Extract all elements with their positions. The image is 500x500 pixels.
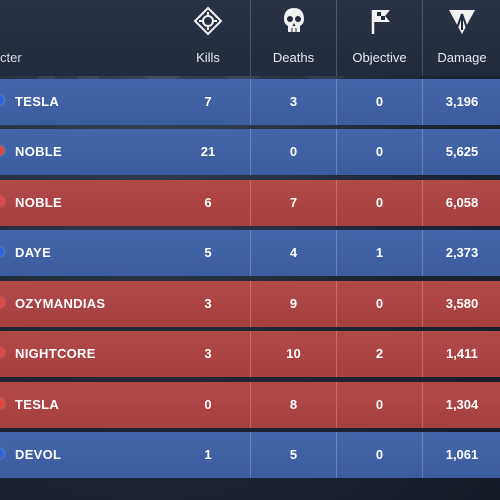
player-row[interactable]: NIGHTCORE 3 10 2 1,411 xyxy=(0,331,500,377)
damage-value: 2,373 xyxy=(422,230,500,276)
objective-value: 2 xyxy=(336,331,422,377)
objective-value: 0 xyxy=(336,129,422,175)
player-name: TESLA xyxy=(15,397,60,412)
kills-value: 7 xyxy=(204,94,212,109)
team-marker xyxy=(0,247,4,256)
player-name: DEVOL xyxy=(15,447,62,462)
deaths-value: 10 xyxy=(250,331,336,377)
damage-value: 1,061 xyxy=(422,432,500,478)
objective-value: 1 xyxy=(336,230,422,276)
scoreboard-header: cter Kills Deaths xyxy=(0,0,500,76)
kills-value: 3 xyxy=(204,346,212,361)
player-name: NIGHTCORE xyxy=(15,346,96,361)
team-marker xyxy=(0,399,4,408)
damage-column-header[interactable]: Damage xyxy=(422,0,500,76)
deaths-value: 9 xyxy=(250,281,336,327)
player-row[interactable]: NOBLE 21 0 0 5,625 xyxy=(0,129,500,175)
player-row[interactable]: DAYE 5 4 1 2,373 xyxy=(0,230,500,276)
damage-burst-icon xyxy=(449,10,475,34)
crosshair-icon xyxy=(193,6,223,36)
team-marker xyxy=(0,298,4,307)
kills-header-label: Kills xyxy=(196,50,220,65)
kills-value: 21 xyxy=(200,144,216,159)
damage-value: 1,304 xyxy=(422,382,500,428)
team-marker xyxy=(0,449,4,458)
deaths-value: 0 xyxy=(250,129,336,175)
kills-value: 1 xyxy=(204,447,212,462)
damage-header-label: Damage xyxy=(437,50,487,65)
player-row[interactable]: TESLA 7 3 0 3,196 xyxy=(0,79,500,125)
player-name: NOBLE xyxy=(15,195,62,210)
kills-value: 6 xyxy=(204,195,212,210)
player-name: OZYMANDIAS xyxy=(15,296,106,311)
objective-value: 0 xyxy=(336,180,422,226)
character-column-label: cter xyxy=(0,50,22,65)
deaths-value: 3 xyxy=(250,79,336,125)
kills-value: 0 xyxy=(204,397,212,412)
damage-value: 6,058 xyxy=(422,180,500,226)
damage-value: 3,580 xyxy=(422,281,500,327)
team-marker xyxy=(0,348,4,357)
player-row[interactable]: DEVOL 1 5 0 1,061 xyxy=(0,432,500,478)
player-row[interactable]: NOBLE 6 7 0 6,058 xyxy=(0,180,500,226)
deaths-value: 4 xyxy=(250,230,336,276)
player-name: NOBLE xyxy=(15,144,62,159)
team-marker xyxy=(0,146,4,155)
kills-value: 5 xyxy=(204,245,212,260)
team-marker xyxy=(0,197,4,206)
deaths-value: 7 xyxy=(250,180,336,226)
player-name: TESLA xyxy=(15,94,60,109)
team-marker xyxy=(0,96,4,105)
deaths-value: 8 xyxy=(250,382,336,428)
deaths-column-header[interactable]: Deaths xyxy=(250,0,336,76)
deaths-value: 5 xyxy=(250,432,336,478)
objective-value: 0 xyxy=(336,382,422,428)
damage-value: 1,411 xyxy=(422,331,500,377)
objective-header-label: Objective xyxy=(352,50,407,65)
player-name: DAYE xyxy=(15,245,52,260)
kills-column-header[interactable]: Kills xyxy=(167,0,249,76)
kills-value: 3 xyxy=(204,296,212,311)
objective-value: 0 xyxy=(336,281,422,327)
objective-value: 0 xyxy=(336,79,422,125)
damage-value: 5,625 xyxy=(422,129,500,175)
objective-column-header[interactable]: Objective xyxy=(336,0,422,76)
player-row[interactable]: OZYMANDIAS 3 9 0 3,580 xyxy=(0,281,500,327)
skull-icon xyxy=(283,8,304,32)
objective-value: 0 xyxy=(336,432,422,478)
damage-value: 3,196 xyxy=(422,79,500,125)
player-row[interactable]: TESLA 0 8 0 1,304 xyxy=(0,382,500,428)
deaths-header-label: Deaths xyxy=(272,50,315,65)
flag-icon xyxy=(371,10,390,34)
